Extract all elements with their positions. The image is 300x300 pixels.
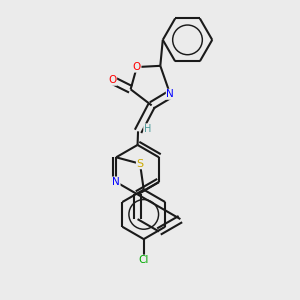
Text: S: S (136, 159, 144, 169)
Text: N: N (166, 89, 174, 99)
Text: O: O (133, 62, 141, 72)
Text: N: N (112, 177, 120, 187)
Text: H: H (144, 124, 151, 134)
Text: O: O (108, 75, 117, 85)
Text: Cl: Cl (139, 255, 149, 265)
